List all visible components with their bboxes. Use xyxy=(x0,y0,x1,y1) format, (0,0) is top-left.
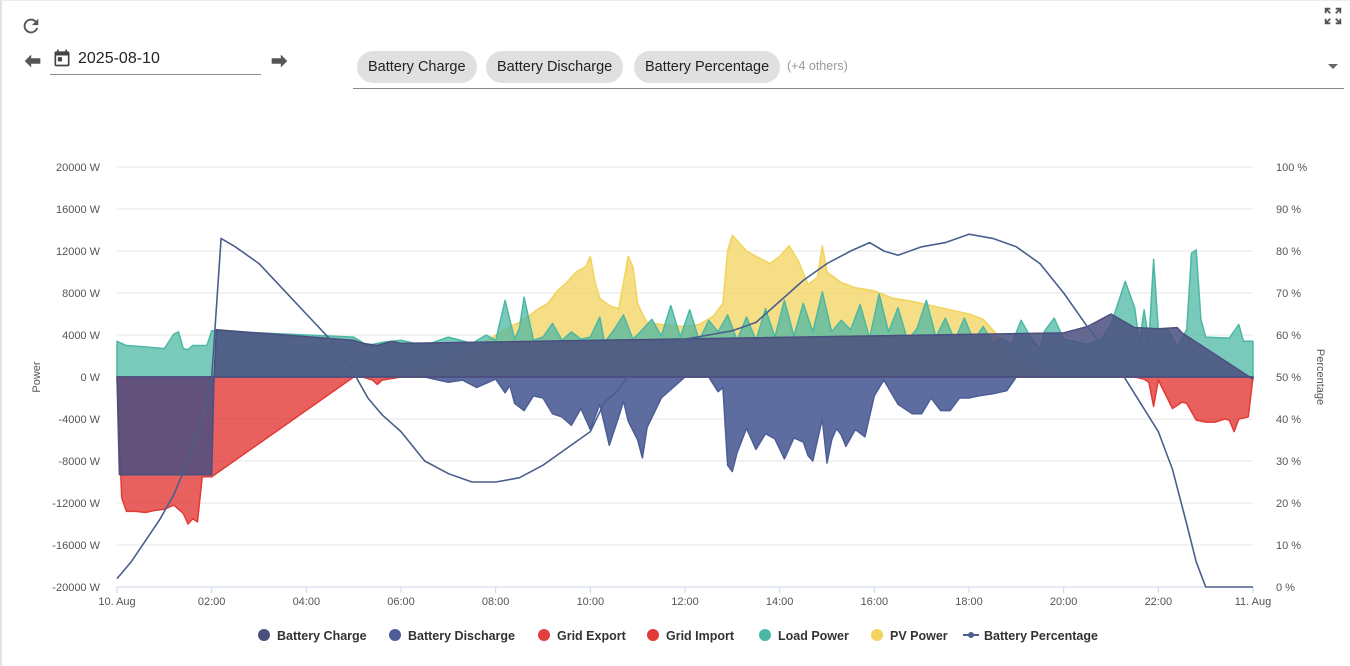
x-tick-label: 02:00 xyxy=(198,596,226,608)
y-right-tick-label: 70 % xyxy=(1276,288,1301,300)
y-right-tick-label: 50 % xyxy=(1276,372,1301,384)
series-select[interactable]: Battery Charge Battery Discharge Battery… xyxy=(353,44,1344,89)
y-left-tick-label: 16000 W xyxy=(56,204,101,216)
y-right-axis-title: Percentage xyxy=(1314,349,1326,405)
legend-item: PV Power xyxy=(890,629,948,643)
x-tick-label: 06:00 xyxy=(387,596,415,608)
y-left-axis-title: Power xyxy=(31,361,43,393)
x-tick-label: 18:00 xyxy=(955,596,983,608)
calendar-icon[interactable] xyxy=(52,48,72,68)
y-left-tick-label: -8000 W xyxy=(58,456,100,468)
battery-percentage-line xyxy=(116,233,1253,588)
legend-item: Battery Discharge xyxy=(408,629,515,643)
y-right-tick-label: 20 % xyxy=(1276,498,1301,510)
y-left-tick-label: -16000 W xyxy=(52,540,100,552)
arrow-left-icon[interactable] xyxy=(22,50,44,72)
legend-marker xyxy=(538,629,550,641)
legend-marker xyxy=(647,629,659,641)
y-right-tick-label: 60 % xyxy=(1276,330,1301,342)
y-left-tick-label: 8000 W xyxy=(62,288,101,300)
date-value: 2025-08-10 xyxy=(78,50,160,67)
y-right-tick-label: 10 % xyxy=(1276,540,1301,552)
battery-discharge-area xyxy=(116,376,1254,473)
legend-item: Load Power xyxy=(778,629,849,643)
others-count: (+4 others) xyxy=(787,59,848,73)
y-left-tick-label: 12000 W xyxy=(56,246,101,258)
x-tick-label: 10. Aug xyxy=(98,596,135,608)
legend-marker xyxy=(759,629,771,641)
fullscreen-icon[interactable] xyxy=(1322,5,1344,27)
chip-battery-percentage[interactable]: Battery Percentage xyxy=(634,51,781,83)
y-right-tick-label: 40 % xyxy=(1276,414,1301,426)
y-left-tick-label: -20000 W xyxy=(52,582,100,594)
x-tick-label: 16:00 xyxy=(861,596,889,608)
legend-item: Grid Import xyxy=(666,629,735,643)
y-right-tick-label: 90 % xyxy=(1276,204,1301,216)
y-right-tick-label: 0 % xyxy=(1276,582,1295,594)
arrow-right-icon[interactable] xyxy=(268,50,290,72)
x-tick-label: 12:00 xyxy=(671,596,699,608)
y-right-tick-label: 100 % xyxy=(1276,162,1307,174)
battery-charge-area xyxy=(116,313,1254,476)
y-left-tick-label: 20000 W xyxy=(56,162,101,174)
legend-marker xyxy=(389,629,401,641)
legend-item: Battery Percentage xyxy=(984,629,1098,643)
dropdown-caret-icon[interactable] xyxy=(1326,59,1340,73)
legend-marker xyxy=(258,629,270,641)
y-left-tick-label: 4000 W xyxy=(62,330,101,342)
y-left-tick-label: 0 W xyxy=(80,372,100,384)
legend-item: Battery Charge xyxy=(277,629,367,643)
x-tick-label: 20:00 xyxy=(1050,596,1078,608)
grid-import-area xyxy=(116,376,1254,525)
y-left-tick-label: -4000 W xyxy=(58,414,100,426)
chip-battery-charge[interactable]: Battery Charge xyxy=(357,51,477,83)
x-tick-label: 22:00 xyxy=(1145,596,1173,608)
x-tick-label: 04:00 xyxy=(293,596,321,608)
x-tick-label: 10:00 xyxy=(577,596,605,608)
legend-item: Grid Export xyxy=(557,629,627,643)
x-tick-label: 14:00 xyxy=(766,596,794,608)
y-left-tick-label: -12000 W xyxy=(52,498,100,510)
legend-marker xyxy=(871,629,883,641)
y-right-tick-label: 80 % xyxy=(1276,246,1301,258)
chip-battery-discharge[interactable]: Battery Discharge xyxy=(486,51,624,83)
legend-marker xyxy=(968,632,974,638)
x-tick-label: 08:00 xyxy=(482,596,510,608)
x-tick-label: 11. Aug xyxy=(1235,596,1272,608)
date-input[interactable]: 2025-08-10 xyxy=(50,44,261,75)
y-right-tick-label: 30 % xyxy=(1276,456,1301,468)
